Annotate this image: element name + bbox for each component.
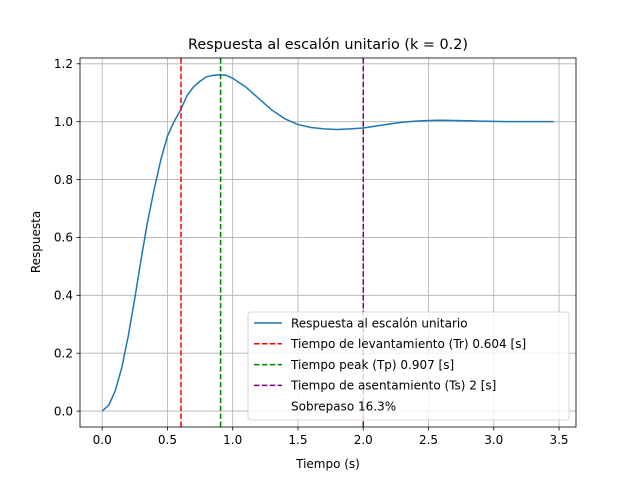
x-axis-label: Tiempo (s) (295, 457, 360, 471)
legend-box (247, 311, 570, 421)
y-tick-label: 0.4 (54, 289, 73, 303)
x-tick-label: 2.5 (419, 433, 438, 447)
y-tick-label: 1.0 (54, 115, 73, 129)
x-tick-label: 3.0 (484, 433, 503, 447)
axes-frame (79, 57, 577, 428)
x-tick-label: 0.0 (93, 433, 112, 447)
x-tick-label: 1.5 (288, 433, 307, 447)
legend-label: Sobrepaso 16.3% (291, 400, 396, 414)
y-axis-label: Respuesta (29, 211, 43, 273)
x-tick-label: 1.0 (223, 433, 242, 447)
y-tick-label: 0.0 (54, 404, 73, 418)
ticks: 0.0 0.5 1.0 1.5 2.0 2.5 3.0 3.5 0.0 0.2 0.4 0.6 0.8 1… (54, 57, 569, 447)
legend-label: Tiempo de levantamiento (Tr) 0.604 [s] (290, 337, 526, 351)
legend-label: Tiempo de asentamiento (Ts) 2 [s] (290, 379, 496, 393)
y-tick-label: 0.2 (54, 347, 73, 361)
x-tick-label: 2.0 (354, 433, 373, 447)
legend-label: Respuesta al escalón unitario (291, 316, 468, 330)
legend-label: Tiempo peak (Tp) 0.907 [s] (290, 358, 454, 372)
chart-title: Respuesta al escalón unitario (k = 0.2) (188, 37, 468, 53)
legend: Respuesta al escalón unitario Tiempo de l… (247, 311, 570, 421)
y-tick-label: 0.8 (54, 173, 73, 187)
y-tick-label: 1.2 (54, 57, 73, 71)
x-tick-label: 3.5 (549, 433, 568, 447)
plot-area (101, 58, 554, 427)
x-tick-label: 0.5 (158, 433, 177, 447)
y-tick-label: 0.6 (54, 231, 73, 245)
series-line-step-response (101, 74, 554, 412)
